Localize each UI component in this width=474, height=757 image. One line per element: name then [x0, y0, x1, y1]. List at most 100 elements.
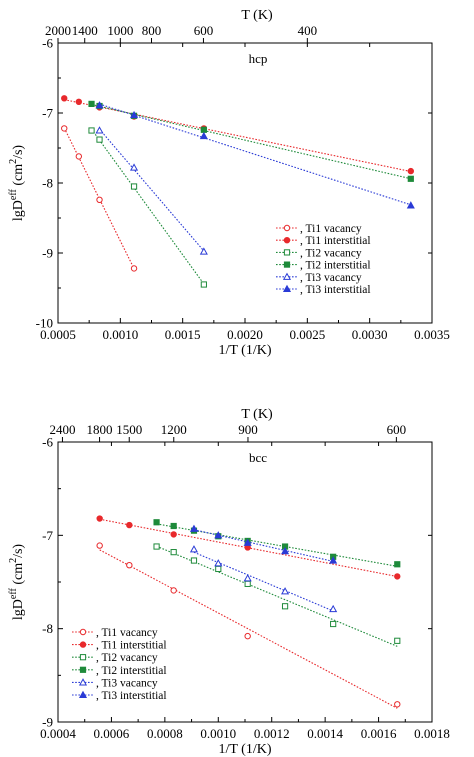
series-5 [189, 524, 338, 564]
y-axis-title-part: lgD [11, 200, 26, 221]
x-tick-label: 0.0030 [352, 327, 388, 342]
top-tick-label: 900 [238, 422, 258, 437]
data-point [170, 522, 177, 530]
series-1 [61, 95, 415, 175]
x-tick-label: 0.0006 [94, 726, 130, 741]
x-tick-label: 0.0014 [307, 726, 343, 741]
legend-label: , Ti1 vacancy [300, 223, 362, 235]
y-tick-label: -9 [42, 715, 53, 730]
series-0 [61, 125, 138, 272]
series-fit-line [91, 128, 205, 285]
series-fit-line [63, 127, 135, 269]
legend-label: , Ti3 interstitial [96, 690, 167, 702]
y-tick-label: -10 [36, 316, 53, 331]
y-tick-label: -6 [42, 435, 53, 450]
top-tick-label: 1000 [107, 23, 133, 38]
top-tick-label: 400 [298, 23, 318, 38]
y-axis-title-part: 2 [8, 558, 19, 563]
x-tick-label: 0.0012 [254, 726, 290, 741]
data-point [199, 131, 208, 140]
legend-label: , Ti2 vacancy [96, 652, 158, 664]
top-tick-label: 1500 [116, 422, 142, 437]
legend-marker [79, 641, 87, 648]
data-point [329, 604, 338, 613]
legend: , Ti1 vacancy, Ti1 interstitial, Ti2 vac… [72, 627, 167, 702]
series-3 [153, 519, 401, 568]
legend-marker [78, 678, 88, 686]
data-point [200, 126, 207, 133]
y-axis-title-part: 2 [8, 159, 19, 164]
legend-marker [283, 249, 291, 256]
x-tick-label: 0.0015 [165, 327, 201, 342]
panel-label: hcp [249, 51, 268, 66]
series-3 [88, 100, 414, 182]
legend-marker [79, 654, 87, 661]
data-point [215, 565, 222, 573]
y-tick-label: -9 [42, 246, 53, 261]
series-fit-line [193, 529, 334, 562]
data-point [130, 183, 138, 190]
data-point [61, 95, 68, 102]
legend-label: , Ti1 interstitial [300, 235, 371, 247]
series-1 [96, 515, 401, 580]
legend-marker [283, 224, 291, 232]
legend-marker [283, 237, 291, 244]
series-2 [88, 127, 207, 288]
series-fit-line [99, 128, 205, 252]
x-tick-label: 0.0004 [40, 726, 76, 741]
y-axis-title-part: lgD [11, 599, 26, 620]
data-point [281, 546, 290, 555]
data-point [75, 153, 83, 160]
data-point [126, 521, 133, 529]
legend-marker [282, 272, 292, 280]
legend-marker [79, 628, 87, 636]
y-axis-title-part: /s) [11, 145, 26, 159]
legend-marker [283, 261, 291, 268]
data-point [281, 603, 289, 610]
legend-label: , Ti2 interstitial [300, 260, 371, 272]
x-tick-label: 0.0018 [414, 726, 450, 741]
data-point [394, 561, 401, 568]
data-point [214, 531, 223, 539]
y-axis-title: lgDeff (cm2/s) [8, 145, 26, 222]
data-point [243, 538, 252, 546]
data-point [170, 587, 177, 594]
legend-label: , Ti3 interstitial [300, 284, 371, 296]
top-tick-label: 800 [142, 23, 162, 38]
y-axis-title-part: eff [8, 189, 19, 201]
data-point [153, 543, 160, 550]
legend-marker [282, 284, 292, 293]
series-fit-line [99, 103, 411, 206]
y-tick-label: -7 [42, 528, 53, 543]
data-point [95, 126, 104, 134]
y-axis-title-part: /s) [11, 544, 26, 558]
data-point [88, 100, 95, 108]
x-tick-label: 0.0010 [102, 327, 138, 342]
series-fit-line [193, 551, 334, 612]
top-axis-title: T (K) [241, 8, 273, 23]
y-axis-title: lgDeff (cm2/s) [8, 544, 26, 621]
data-point [406, 201, 415, 209]
series-2 [153, 543, 401, 647]
data-point [88, 127, 95, 134]
data-point [96, 515, 103, 522]
plot-frame [57, 42, 433, 324]
data-point [61, 125, 68, 132]
y-tick-label: -7 [42, 106, 53, 121]
data-point [130, 265, 138, 272]
legend-label: , Ti1 interstitial [96, 640, 167, 652]
y-axis-title-part: eff [8, 588, 19, 600]
legend-label: , Ti3 vacancy [300, 272, 362, 284]
data-point [394, 637, 401, 644]
data-point [394, 573, 401, 580]
legend-label: , Ti2 interstitial [96, 665, 167, 677]
data-point [170, 531, 177, 538]
top-tick-label: 600 [194, 23, 214, 38]
x-tick-label: 0.0008 [147, 726, 183, 741]
data-point [96, 196, 103, 204]
data-point [199, 247, 208, 255]
data-point [281, 587, 290, 595]
y-tick-label: -6 [42, 36, 53, 51]
data-point [189, 524, 199, 532]
